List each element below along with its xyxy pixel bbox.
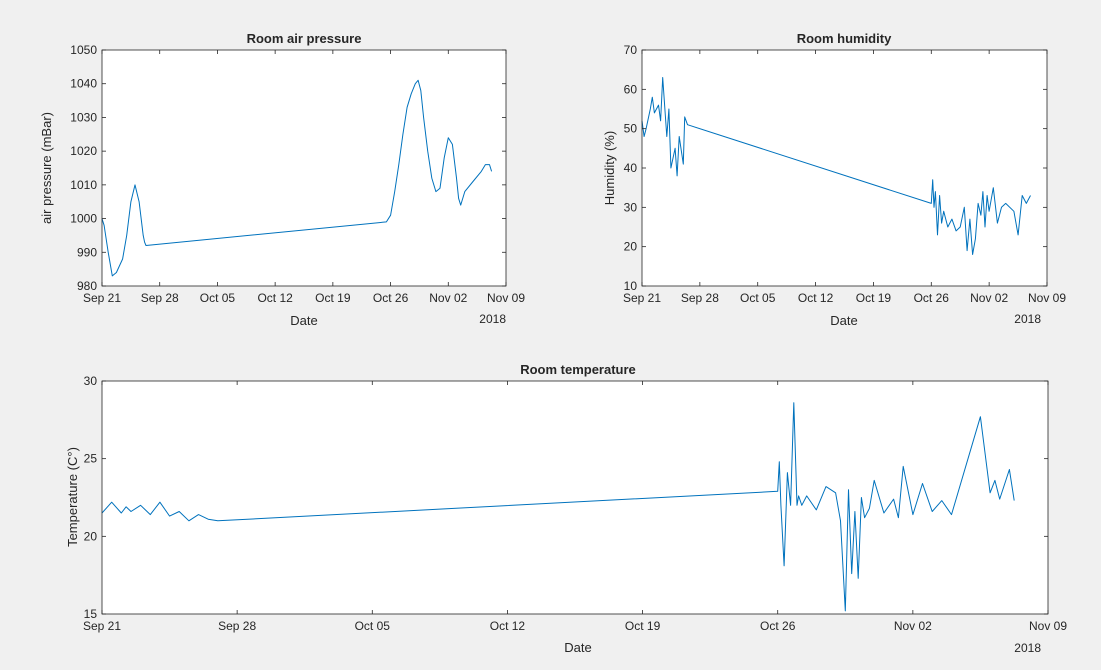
temperature-y-tick-label: 30 xyxy=(84,374,98,388)
temperature-x-tick-label: Nov 02 xyxy=(894,619,932,633)
temperature-x-tick-label: Oct 05 xyxy=(355,619,391,633)
air-pressure-y-tick-label: 1020 xyxy=(70,144,97,158)
air-pressure-x-tick-label: Oct 19 xyxy=(315,291,351,305)
air-pressure-x-tick-label: Sep 21 xyxy=(83,291,121,305)
humidity-y-tick-label: 40 xyxy=(624,161,638,175)
air-pressure-year-label: 2018 xyxy=(479,312,506,326)
temperature-x-tick-label: Oct 19 xyxy=(625,619,661,633)
chart-air-pressure: Sep 21 Sep 28 Oct 05 Oct 12 Oct 19 Oct 26 Nov … xyxy=(39,31,525,328)
temperature-plot-area xyxy=(102,381,1048,614)
humidity-series-layer xyxy=(641,77,1031,255)
air-pressure-tick-layer: Sep 21 Sep 28 Oct 05 Oct 12 Oct 19 Oct 26 Nov … xyxy=(70,43,525,305)
air-pressure-y-axis-label: air pressure (mBar) xyxy=(39,112,54,224)
air-pressure-title: Room air pressure xyxy=(247,31,362,46)
temperature-series-layer xyxy=(101,402,1015,612)
air-pressure-x-tick-label: Oct 12 xyxy=(257,291,293,305)
temperature-x-tick-label: Oct 26 xyxy=(760,619,796,633)
humidity-x-tick-label: Oct 19 xyxy=(856,291,892,305)
air-pressure-series-line xyxy=(101,79,493,277)
temperature-year-label: 2018 xyxy=(1014,641,1041,655)
humidity-y-tick-label: 70 xyxy=(624,43,638,57)
chart-humidity: Sep 21 Sep 28 Oct 05 Oct 12 Oct 19 Oct 26 Nov … xyxy=(602,31,1066,328)
humidity-y-axis-label: Humidity (%) xyxy=(602,131,617,205)
temperature-x-tick-label: Nov 09 xyxy=(1029,619,1067,633)
air-pressure-x-tick-label: Oct 05 xyxy=(200,291,236,305)
humidity-x-tick-label: Sep 28 xyxy=(681,291,719,305)
humidity-x-tick-label: Sep 21 xyxy=(623,291,661,305)
air-pressure-y-tick-label: 1040 xyxy=(70,77,97,91)
air-pressure-y-tick-label: 1030 xyxy=(70,110,97,124)
air-pressure-y-tick-label: 1010 xyxy=(70,178,97,192)
air-pressure-series-layer xyxy=(101,79,493,277)
temperature-title: Room temperature xyxy=(520,362,636,377)
humidity-x-tick-label: Oct 26 xyxy=(914,291,950,305)
temperature-y-tick-label: 15 xyxy=(84,607,98,621)
humidity-y-tick-label: 30 xyxy=(624,200,638,214)
humidity-y-tick-label: 20 xyxy=(624,240,638,254)
humidity-x-tick-label: Oct 12 xyxy=(798,291,834,305)
air-pressure-x-tick-label: Sep 28 xyxy=(141,291,179,305)
air-pressure-y-tick-label: 1050 xyxy=(70,43,97,57)
humidity-y-tick-label: 50 xyxy=(624,122,638,136)
temperature-series-line xyxy=(101,402,1015,612)
air-pressure-axes-box xyxy=(101,49,507,287)
humidity-x-tick-label: Oct 05 xyxy=(740,291,776,305)
temperature-y-tick-label: 20 xyxy=(84,529,98,543)
temperature-x-tick-label: Oct 12 xyxy=(490,619,526,633)
chart-temperature: Sep 21 Sep 28 Oct 05 Oct 12 Oct 19 Oct 26 Nov … xyxy=(65,362,1067,655)
humidity-y-tick-label: 60 xyxy=(624,82,638,96)
air-pressure-y-tick-label: 980 xyxy=(77,279,97,293)
air-pressure-y-tick-label: 990 xyxy=(77,245,97,259)
air-pressure-x-tick-label: Oct 26 xyxy=(373,291,409,305)
temperature-x-tick-label: Sep 21 xyxy=(83,619,121,633)
humidity-x-tick-label: Nov 02 xyxy=(970,291,1008,305)
air-pressure-plot-area xyxy=(102,50,506,286)
humidity-tick-layer: Sep 21 Sep 28 Oct 05 Oct 12 Oct 19 Oct 26 Nov … xyxy=(623,43,1066,305)
humidity-y-tick-label: 10 xyxy=(624,279,638,293)
air-pressure-x-tick-label: Nov 09 xyxy=(487,291,525,305)
temperature-y-tick-label: 25 xyxy=(84,452,98,466)
humidity-x-axis-label: Date xyxy=(830,313,857,328)
air-pressure-x-axis-label: Date xyxy=(290,313,317,328)
humidity-year-label: 2018 xyxy=(1014,312,1041,326)
humidity-series-line xyxy=(641,77,1031,255)
temperature-x-axis-label: Date xyxy=(564,640,591,655)
air-pressure-x-tick-label: Nov 02 xyxy=(429,291,467,305)
temperature-y-axis-label: Temperature (C°) xyxy=(65,447,80,547)
humidity-title: Room humidity xyxy=(797,31,892,46)
humidity-x-tick-label: Nov 09 xyxy=(1028,291,1066,305)
air-pressure-y-tick-label: 1000 xyxy=(70,212,97,226)
temperature-x-tick-label: Sep 28 xyxy=(218,619,256,633)
humidity-plot-area xyxy=(642,50,1047,286)
temperature-axes-box xyxy=(101,380,1049,615)
temperature-tick-layer: Sep 21 Sep 28 Oct 05 Oct 12 Oct 19 Oct 26 Nov … xyxy=(83,374,1067,633)
